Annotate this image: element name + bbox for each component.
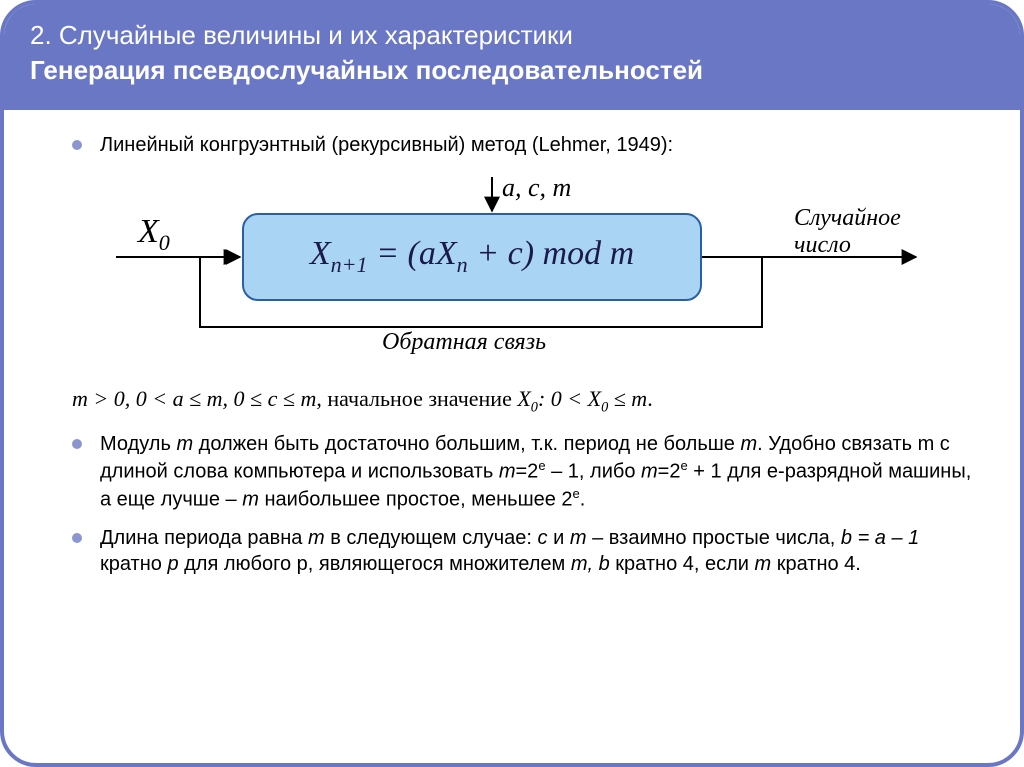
bullet-item: Длина периода равна m в следующем случае…: [72, 525, 976, 578]
slide-body: Линейный конгруэнтный (рекурсивный) мето…: [4, 110, 1020, 578]
formula-text: Xn+1 = (aXn + c) mod m: [310, 235, 634, 278]
bullet-list: Линейный конгруэнтный (рекурсивный) мето…: [72, 132, 976, 158]
formula-box: Xn+1 = (aXn + c) mod m: [242, 213, 702, 301]
feedback-label: Обратная связь: [382, 329, 546, 356]
params-label: a, c, m: [502, 173, 571, 203]
random-number-label: Случайное число: [794, 205, 901, 260]
bullet-item: Линейный конгруэнтный (рекурсивный) мето…: [72, 132, 976, 158]
header-line-1: 2. Случайные величины и их характеристик…: [30, 18, 994, 53]
bullet-list-2: Модуль m должен быть достаточно большим,…: [72, 431, 976, 578]
slide-header: 2. Случайные величины и их характеристик…: [4, 4, 1020, 110]
header-line-2: Генерация псевдослучайных последовательн…: [30, 53, 994, 88]
bullet-item: Модуль m должен быть достаточно большим,…: [72, 431, 976, 513]
lehmer-diagram: a, c, m X0 Xn+1 = (aXn + c) mod m Случай…: [62, 171, 922, 381]
x0-label: X0: [138, 213, 170, 256]
constraints-line: m > 0, 0 < a ≤ m, 0 ≤ c ≤ m, начальное з…: [72, 385, 976, 417]
slide: 2. Случайные величины и их характеристик…: [0, 0, 1024, 767]
